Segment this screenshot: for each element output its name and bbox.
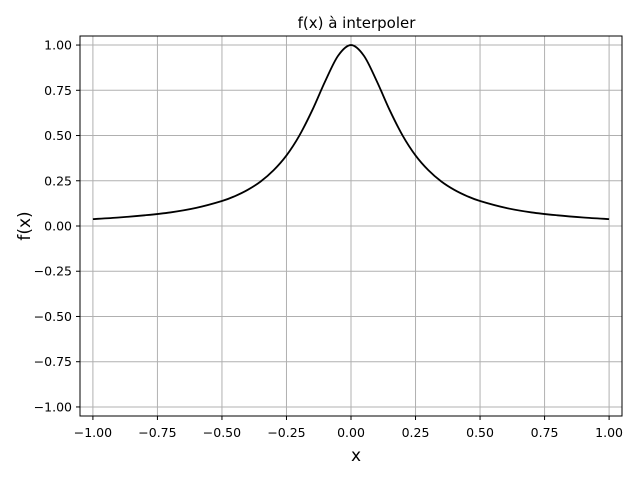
- series-line: [92, 44, 610, 221]
- grid: [80, 36, 622, 416]
- y-axis-label: f(x): [15, 211, 35, 240]
- x-tick-label: −1.00: [74, 425, 112, 440]
- ticks: −1.00 −0.75 −0.50 −0.25 0.00 0.25 0.50 0.75 1.00…: [34, 38, 623, 440]
- y-tick-label: 0.25: [44, 173, 72, 188]
- y-tick-label: −0.50: [34, 309, 72, 324]
- series-layer: [92, 44, 610, 221]
- x-tick-label: 0.50: [466, 425, 494, 440]
- x-tick-label: 0.00: [337, 425, 365, 440]
- y-tick-label: 1.00: [44, 38, 72, 53]
- x-tick-label: 0.75: [531, 425, 559, 440]
- y-tick-label: −0.25: [34, 264, 72, 279]
- x-tick-label: 1.00: [595, 425, 623, 440]
- x-tick-label: −0.25: [267, 425, 305, 440]
- y-tick-label: 0.00: [44, 219, 72, 234]
- y-tick-label: 0.50: [44, 128, 72, 143]
- x-axis-label: x: [351, 446, 361, 466]
- x-tick-label: 0.25: [402, 425, 430, 440]
- x-tick-label: −0.50: [203, 425, 241, 440]
- chart-title: f(x) à interpoler: [298, 14, 417, 32]
- x-tick-label: −0.75: [138, 425, 176, 440]
- y-tick-label: 0.75: [44, 83, 72, 98]
- y-tick-label: −0.75: [34, 354, 72, 369]
- y-tick-label: −1.00: [34, 399, 72, 414]
